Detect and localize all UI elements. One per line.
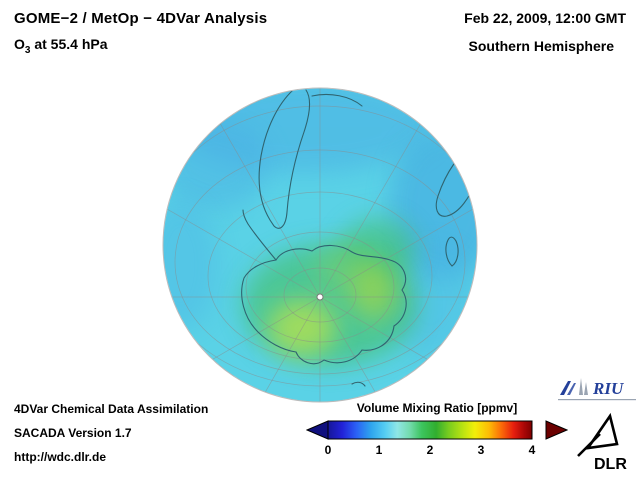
coastline-madagascar xyxy=(445,236,459,267)
riu-wordmark: RIU xyxy=(592,379,624,398)
footer-assimilation-label: 4DVar Chemical Data Assimilation xyxy=(14,402,209,416)
coastline-islands xyxy=(351,381,366,387)
pressure-level-label: at 55.4 hPa xyxy=(30,36,108,52)
dlr-logo: DLR xyxy=(577,412,627,473)
globe-rim xyxy=(162,87,478,403)
colorbar xyxy=(306,420,568,440)
colorbar-gradient-bar xyxy=(327,420,533,440)
dlr-emblem-icon xyxy=(585,412,619,450)
colorbar-tick-2: 2 xyxy=(426,443,434,457)
coastline-antarctic-peninsula xyxy=(242,209,277,261)
colorbar-left-arrow xyxy=(306,420,329,440)
coastline-south-america xyxy=(258,89,311,229)
colorbar-title: Volume Mixing Ratio [ppmv] xyxy=(356,401,518,415)
page-title: GOME−2 / MetOp − 4DVar Analysis xyxy=(14,10,268,27)
colorbar-tick-3: 3 xyxy=(477,443,485,457)
footer-version-label: SACADA Version 1.7 xyxy=(14,426,132,440)
ozone-field xyxy=(163,88,477,402)
cathedral-spire-icon xyxy=(579,378,583,395)
riu-chevron2-icon xyxy=(567,383,576,395)
riu-logo: RIU xyxy=(558,378,636,401)
species-symbol: O xyxy=(14,36,25,52)
species-subscript: 3 xyxy=(24,44,31,56)
south-pole-marker xyxy=(316,293,324,301)
species-level-label: O3 at 55.4 hPa xyxy=(14,36,108,56)
colorbar-tick-4: 4 xyxy=(528,443,536,457)
dlr-emblem-swoosh-icon xyxy=(577,433,601,457)
datetime-label: Feb 22, 2009, 12:00 GMT xyxy=(464,10,626,26)
dlr-wordmark: DLR xyxy=(594,456,627,473)
cathedral-spire2-icon xyxy=(584,382,588,395)
riu-underline xyxy=(558,399,636,401)
coastline-antarctica xyxy=(241,244,407,365)
coastline-brazil xyxy=(311,93,363,107)
riu-chevron-icon xyxy=(560,381,571,395)
hemisphere-label: Southern Hemisphere xyxy=(468,38,614,54)
colorbar-right-arrow xyxy=(545,420,568,440)
colorbar-tick-1: 1 xyxy=(375,443,383,457)
colorbar-tick-0: 0 xyxy=(324,443,332,457)
coastlines xyxy=(241,89,477,387)
footer-url: http://wdc.dlr.de xyxy=(14,450,106,464)
